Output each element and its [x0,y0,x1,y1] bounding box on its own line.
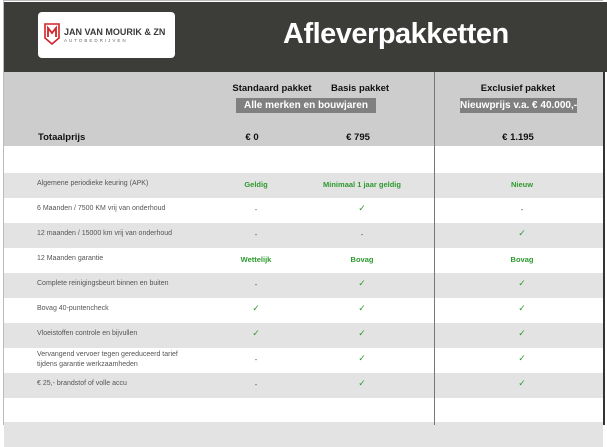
check-icon: ✓ [358,203,366,213]
check-icon: ✓ [358,303,366,313]
row-label: Algemene periodieke keuring (APK) [37,180,149,187]
row-label: Bovag 40-puntencheck [37,305,109,312]
table-row: Vloeistoffen controle en bijvullen ✓ ✓ ✓ [4,323,603,348]
badge-exclusive: Nieuwprijs v.a. € 40.000,- [460,98,577,113]
row-value: - [254,355,258,364]
check-icon: ✓ [252,328,260,338]
page-title: Afleverpakketten [283,18,509,50]
column-header-exclusief: Exclusief pakket [480,83,556,94]
row-value: Bovag [350,255,374,264]
price-basis: € 795 [346,132,370,143]
table-row: Bovag 40-puntencheck ✓ ✓ ✓ [4,298,603,323]
badge-exclusive-text: Nieuwprijs v.a. € 40.000,- [460,100,578,111]
total-label: Totaalprijs [38,132,86,143]
check-icon: ✓ [358,278,366,288]
row-value: Bovag [510,255,534,264]
row-value: - [254,280,258,289]
price-standaard: € 0 [245,132,259,143]
check-icon: ✓ [358,353,366,363]
check-icon: ✓ [518,353,526,363]
right-edge [603,72,605,425]
check-icon: ✓ [358,328,366,338]
column-header-standaard: Standaard pakket [232,83,312,94]
check-icon: ✓ [358,378,366,388]
footer-row [4,422,603,447]
row-value: Wettelijk [240,255,272,264]
column-divider [434,72,435,425]
row-label: Vloeistoffen controle en bijvullen [37,330,138,337]
row-label: 12 maanden / 15000 km vrij van onderhoud [37,230,173,237]
row-value: - [520,205,524,214]
table-row: Complete reinigingsbeurt binnen en buite… [4,273,603,298]
table-row: € 25,- brandstof of volle accu - ✓ ✓ [4,373,603,398]
badge-all-brands: Alle merken en bouwjaren [236,98,376,113]
column-header-basis: Basis pakket [330,83,390,94]
row-label: Vervangend vervoer tegen gereduceerd tar… [37,351,178,368]
check-icon: ✓ [518,228,526,238]
row-value: - [254,380,258,389]
table-row: 12 maanden / 15000 km vrij van onderhoud… [4,223,603,248]
table-row: Vervangend vervoer tegen gereduceerd tar… [4,348,603,373]
check-icon: ✓ [518,278,526,288]
row-value: Geldig [244,180,268,189]
badge-all-brands-text: Alle merken en bouwjaren [244,100,368,111]
row-value: - [360,230,364,239]
row-label: € 25,- brandstof of volle accu [37,380,127,387]
check-icon: ✓ [518,328,526,338]
check-icon: ✓ [252,303,260,313]
row-value: - [254,230,258,239]
row-label: 6 Maanden / 7500 KM vrij van onderhoud [37,205,166,212]
logo-name: JAN VAN MOURIK & ZN [64,27,166,37]
row-value: Minimaal 1 jaar geldig [323,180,401,189]
row-label: 12 Maanden garantie [37,255,104,262]
company-logo: JAN VAN MOURIK & ZN AUTOBEDRIJVEN [38,12,175,58]
check-icon: ✓ [518,378,526,388]
table-row: 6 Maanden / 7500 KM vrij van onderhoud - ✓… [4,198,603,223]
row-value: Nieuw [510,180,534,189]
price-exclusief: € 1.195 [502,132,534,143]
table-row: Algemene periodieke keuring (APK) Geldig M… [4,173,603,198]
logo-subtitle: AUTOBEDRIJVEN [64,38,128,43]
logo-m-icon [44,23,60,45]
table-row: 12 Maanden garantie Wettelijk Bovag Bovag [4,248,603,273]
row-label: Complete reinigingsbeurt binnen en buite… [37,280,169,287]
check-icon: ✓ [518,303,526,313]
row-value: - [254,205,258,214]
